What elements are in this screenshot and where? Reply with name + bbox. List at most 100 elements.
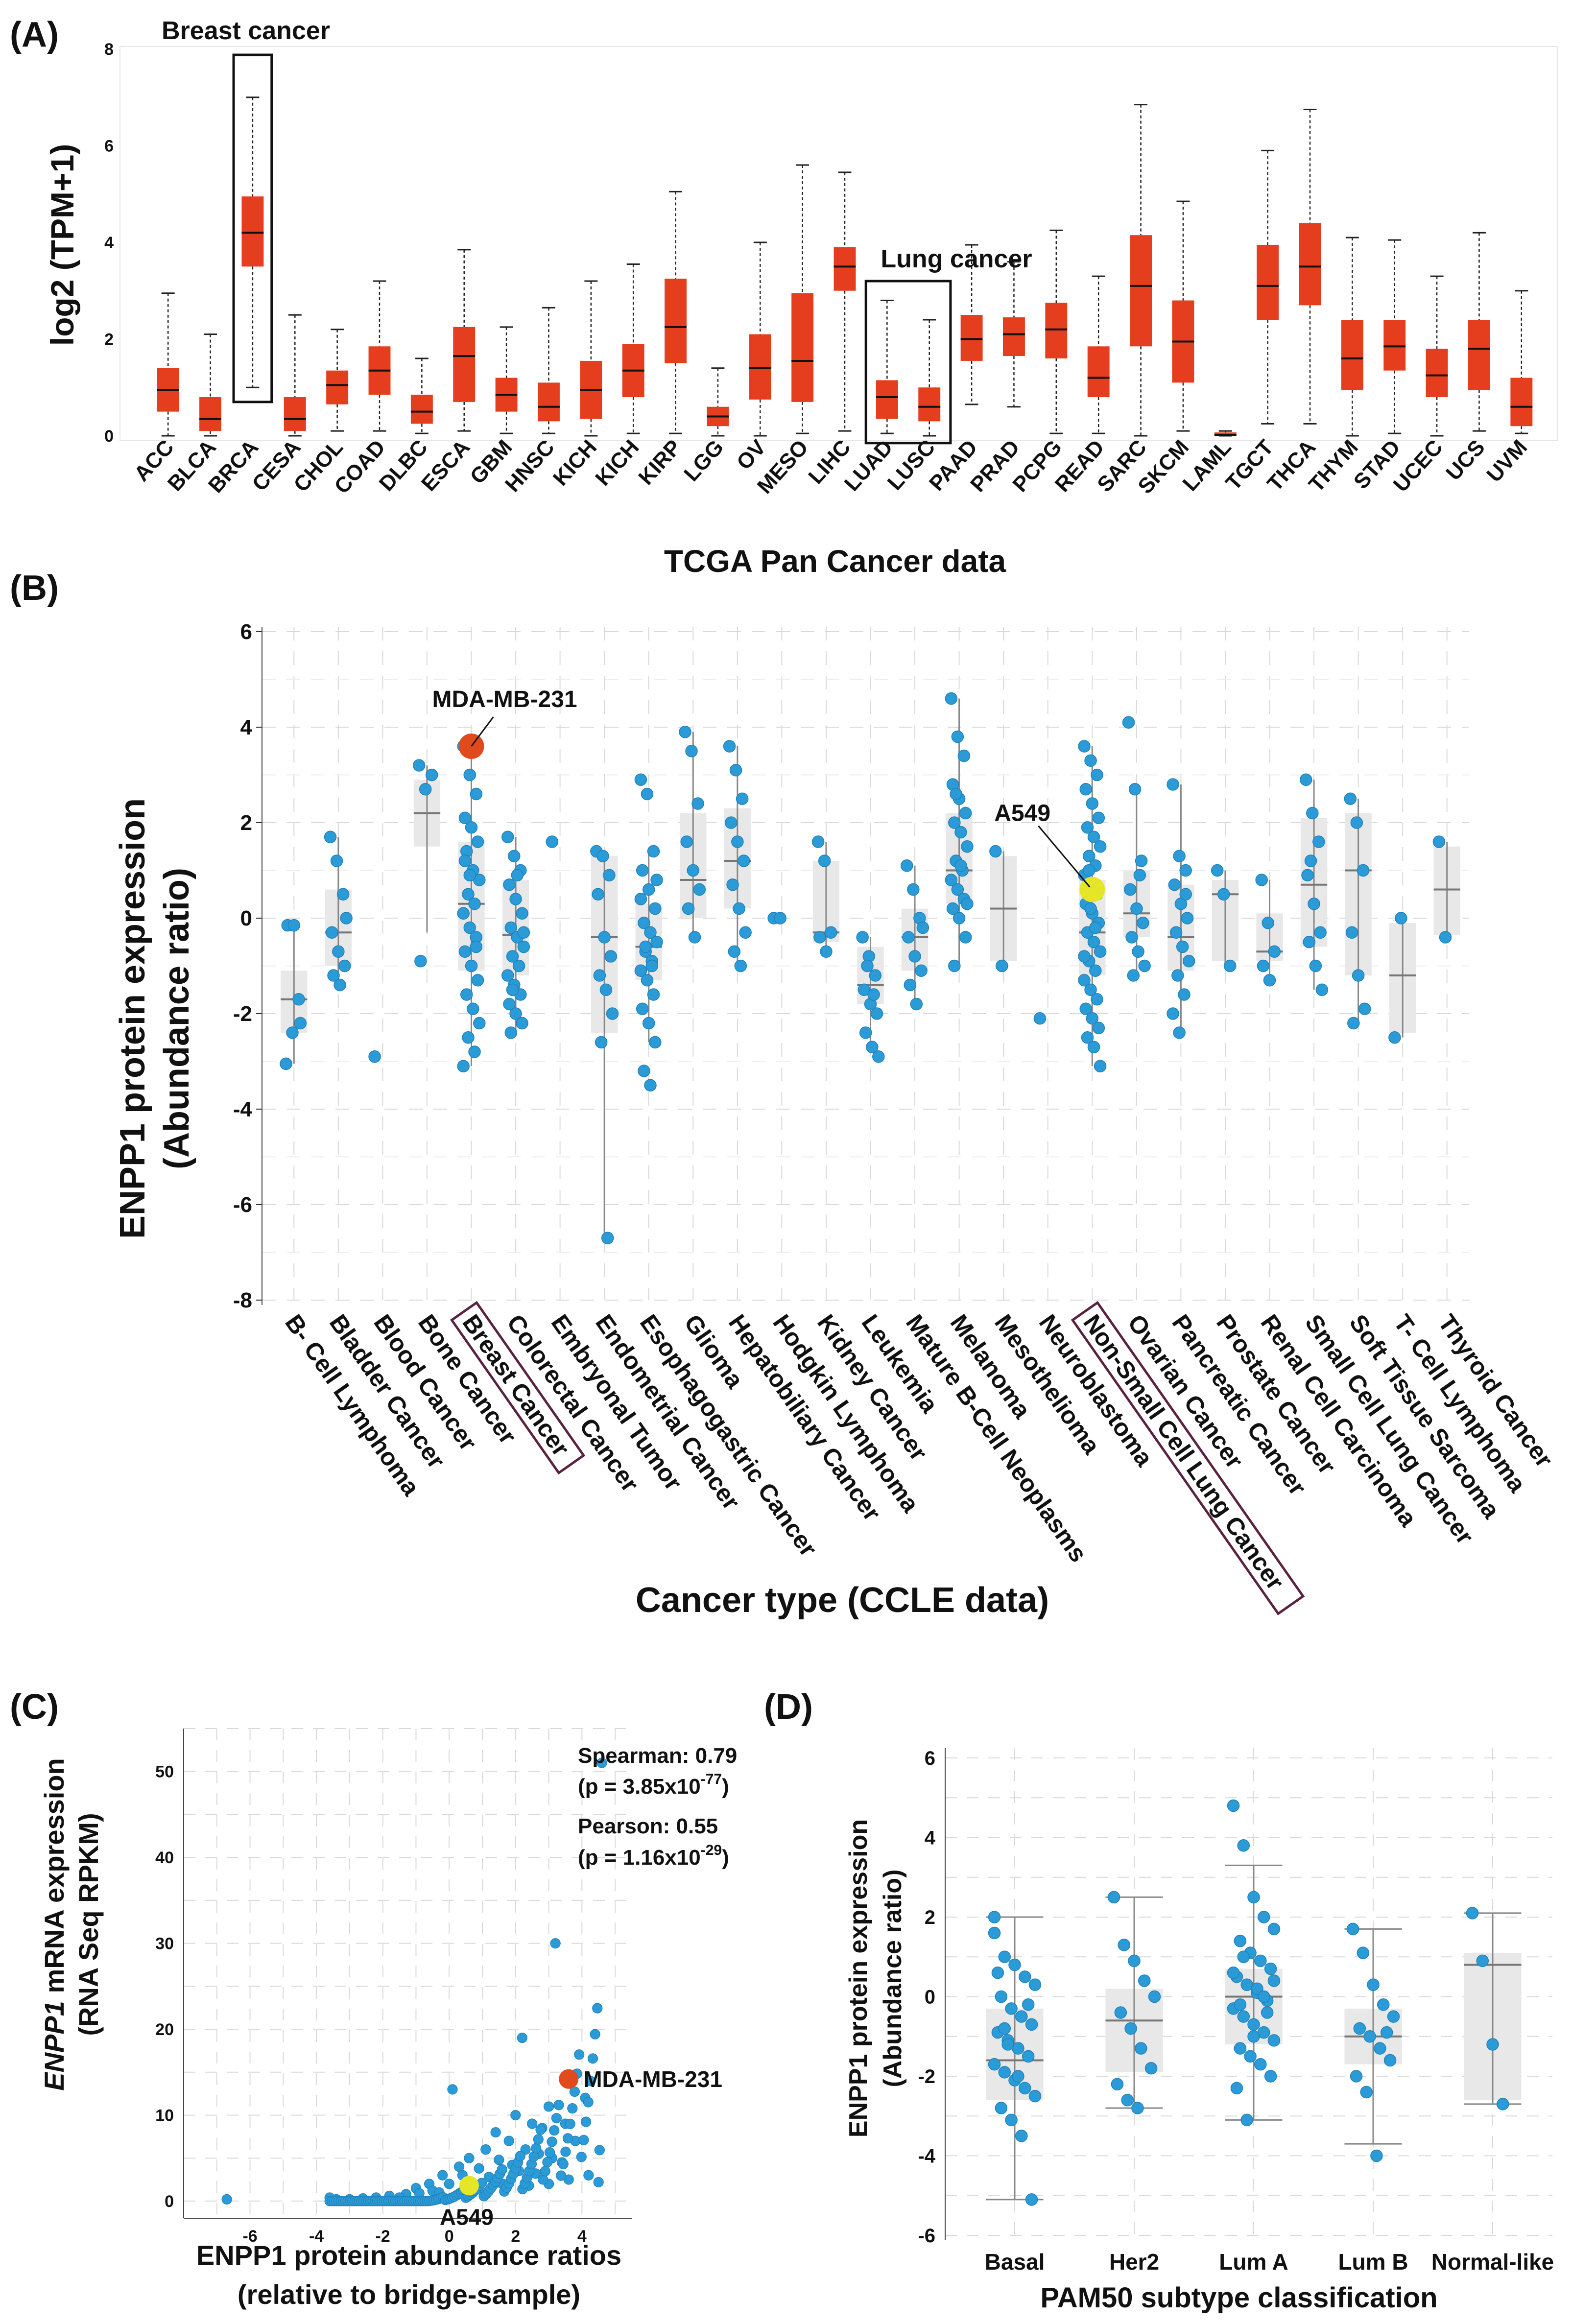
panel-d-point: [1383, 2054, 1397, 2067]
panel-d-point: [1234, 1998, 1247, 2011]
panel-c-y-axis-label-line1: ENPP1 mRNA expression: [39, 1758, 70, 2091]
panel-b-point: [1087, 936, 1100, 949]
panel-b-point: [820, 945, 833, 958]
panel-c-y-tick-label: 20: [155, 2020, 174, 2039]
panel-b-point: [1081, 821, 1094, 834]
panel-d-point: [1380, 2026, 1393, 2039]
panel-b-point: [1122, 716, 1135, 729]
panel-b-point: [1255, 874, 1268, 886]
panel-d-chart: 6 4 2 0 -2 -4 -6 Basal Her2 Lum A Lum B Normal-lik…: [844, 1748, 1554, 2314]
panel-b-point: [856, 931, 869, 944]
panel-b-point: [1173, 850, 1186, 862]
panel-b-point: [685, 745, 698, 758]
panel-c-x-axis-label-line2: (relative to bridge-sample): [238, 2279, 580, 2310]
panel-d-point: [1012, 2070, 1024, 2083]
panel-c-y-tick-label: 30: [155, 1935, 174, 1953]
panel-a-box: [1003, 317, 1025, 356]
panel-b-point: [953, 912, 966, 925]
panel-a-box: [453, 327, 476, 402]
panel-b-point: [1089, 964, 1102, 977]
panel-c-point: [547, 2136, 557, 2147]
panel-b-point: [327, 969, 340, 982]
panel-b-point: [870, 1007, 883, 1020]
panel-b-y-tick-label: 6: [240, 620, 252, 644]
a549-label: A549: [994, 801, 1050, 827]
panel-d-x-tick-label: Basal: [985, 2249, 1045, 2275]
panel-c-point: [592, 2003, 603, 2014]
panel-c-point: [533, 2134, 544, 2145]
panel-a-box: [749, 334, 771, 400]
mda-mb-231-label-c: MDA-MB-231: [583, 2066, 722, 2092]
panel-c-point: [464, 2153, 475, 2163]
panel-b-point: [644, 1079, 657, 1091]
panel-a-x-tick-label: ESCA: [417, 435, 475, 496]
panel-a-x-tick-label: THYM: [1304, 435, 1363, 497]
panel-d-point: [1005, 2113, 1018, 2127]
panel-b-point: [861, 959, 874, 972]
panel-b-point: [1308, 898, 1320, 910]
panel-d-point: [1267, 1922, 1281, 1936]
panel-d-point: [1237, 1950, 1250, 1963]
panel-a-x-axis-label: TCGA Pan Cancer data: [664, 544, 1006, 579]
panel-b-point: [506, 983, 519, 996]
panel-d-point: [1234, 2042, 1247, 2055]
panel-d-point: [1227, 1799, 1240, 1812]
panel-b-point: [1092, 811, 1105, 824]
panel-b-point: [1347, 1017, 1360, 1030]
panel-b-point: [641, 974, 654, 987]
panel-d-point: [1374, 2042, 1386, 2055]
panel-b-point: [593, 969, 606, 982]
panel-a-box: [834, 247, 856, 291]
panel-b-point: [731, 835, 744, 848]
panel-b-point: [1167, 778, 1179, 791]
panel-b-y-tick-label: -2: [233, 1002, 252, 1026]
panel-b-point: [1091, 993, 1103, 1006]
panel-b-point: [517, 926, 530, 939]
mda-mb-231-label: MDA-MB-231: [432, 687, 577, 712]
lung-cancer-frame: [864, 280, 952, 445]
panel-b-point: [501, 969, 514, 982]
a549-point-c: [459, 2176, 479, 2196]
panel-b-point: [645, 959, 658, 972]
panel-c-point: [497, 2164, 507, 2175]
panel-b-point: [1125, 931, 1138, 944]
panel-b-point: [739, 926, 752, 939]
panel-c-point: [510, 2110, 521, 2121]
panel-b-point: [1358, 1002, 1371, 1015]
panel-b-points: [280, 692, 1452, 1244]
panel-b-point: [639, 940, 652, 953]
pearson-p-value: (p = 1.16x10-29): [578, 1842, 729, 1870]
panel-b-y-tick-label: 0: [240, 906, 252, 930]
panel-b-point: [1268, 945, 1281, 958]
panel-d-point: [991, 1967, 1004, 1979]
panel-c-y-tick-label: 0: [165, 2192, 174, 2211]
panel-d-y-tick-label: 6: [925, 1748, 935, 1769]
panel-b-point: [907, 883, 920, 896]
panel-d-point: [1234, 1935, 1247, 1947]
panel-d-point: [1357, 1946, 1370, 1959]
panel-c-point: [550, 1938, 561, 1949]
panel-c-point: [503, 2135, 514, 2146]
panel-c-x-tick-label: -2: [376, 2227, 390, 2246]
panel-d-point: [998, 1950, 1011, 1963]
panel-b-point: [414, 955, 427, 968]
panel-b-point: [1300, 773, 1312, 786]
panel-b-point: [504, 1026, 518, 1039]
panel-d-x-tick-label: Normal-like: [1431, 2249, 1554, 2275]
panel-b-point: [280, 1057, 292, 1070]
panel-b-point: [1135, 854, 1148, 867]
panel-a-box: [791, 293, 814, 402]
panel-d-point: [1237, 1839, 1250, 1852]
panel-c-label: (C): [10, 1687, 59, 1727]
panel-d-point: [1230, 2082, 1243, 2095]
panel-b-point: [596, 850, 609, 862]
panel-b-point: [326, 926, 338, 939]
panel-b-point: [1211, 864, 1224, 877]
panel-d-point: [1264, 1962, 1277, 1975]
panel-d-point: [1144, 2062, 1158, 2075]
panel-b-point: [1173, 1026, 1186, 1039]
panel-b-point: [738, 854, 750, 867]
panel-b-point: [638, 1065, 650, 1077]
panel-a-box: [1341, 320, 1363, 390]
mda-mb-231-leader: [471, 716, 494, 747]
